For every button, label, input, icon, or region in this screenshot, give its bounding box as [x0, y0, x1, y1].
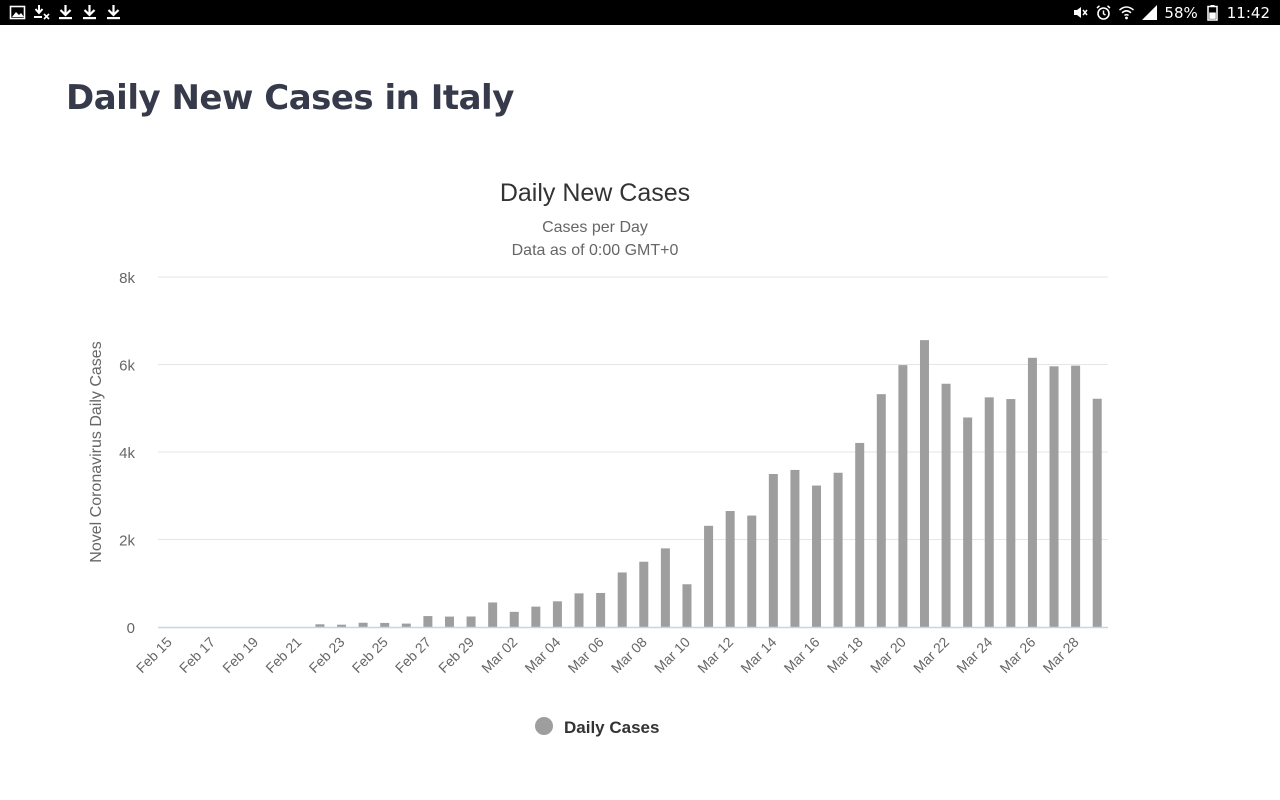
x-tick-label: Mar 14 — [737, 634, 779, 676]
bar[interactable] — [552, 601, 562, 627]
bar[interactable] — [660, 548, 670, 627]
bar[interactable] — [466, 616, 476, 628]
x-tick-label: Mar 24 — [953, 634, 995, 676]
bar[interactable] — [747, 515, 757, 627]
bar[interactable] — [315, 624, 325, 627]
clock: 11:42 — [1226, 3, 1270, 22]
bar[interactable] — [833, 472, 843, 627]
bar[interactable] — [401, 623, 411, 627]
legend[interactable]: Daily Cases — [535, 717, 659, 737]
alarm-icon — [1095, 4, 1112, 21]
bar[interactable] — [358, 622, 368, 627]
download-icon — [57, 4, 74, 21]
chart-subtitle-date: Data as of 0:00 GMT+0 — [512, 242, 679, 259]
wifi-icon — [1118, 4, 1135, 21]
download-icon — [81, 4, 98, 21]
x-tick-label: Mar 20 — [867, 634, 909, 676]
chart-subtitle: Cases per Day — [542, 219, 648, 236]
y-tick-label: 6k — [119, 358, 135, 375]
bar[interactable] — [596, 592, 606, 627]
bar[interactable] — [919, 340, 929, 627]
bar[interactable] — [984, 397, 994, 627]
legend-marker — [535, 717, 553, 735]
bar[interactable] — [1071, 365, 1081, 627]
bar[interactable] — [423, 616, 433, 627]
bar[interactable] — [488, 602, 498, 627]
y-axis-labels: 0 2k 4k 6k 8k — [119, 270, 135, 637]
y-tick-label: 0 — [127, 620, 135, 637]
x-tick-label: Feb 19 — [219, 634, 261, 676]
x-tick-label: Feb 23 — [306, 634, 348, 676]
bar[interactable] — [444, 616, 454, 627]
x-tick-label: Feb 27 — [392, 634, 434, 676]
chart-title: Daily New Cases — [500, 179, 690, 207]
bar[interactable] — [574, 593, 584, 627]
status-bar-system: 58% 11:42 — [1072, 4, 1280, 22]
bar[interactable] — [855, 442, 865, 627]
bar[interactable] — [1006, 399, 1016, 627]
y-tick-label: 4k — [119, 445, 135, 462]
bars — [315, 340, 1102, 628]
page-title: Daily New Cases in Italy — [66, 78, 514, 118]
x-tick-label: Feb 15 — [133, 634, 175, 676]
bar[interactable] — [963, 417, 973, 627]
x-tick-label: Feb 17 — [176, 634, 218, 676]
x-tick-label: Feb 29 — [435, 634, 477, 676]
bar[interactable] — [617, 572, 627, 627]
x-tick-label: Mar 18 — [824, 634, 866, 676]
bar[interactable] — [725, 511, 735, 627]
x-tick-label: Mar 12 — [694, 634, 736, 676]
bar[interactable] — [337, 624, 347, 627]
bar[interactable] — [1092, 398, 1102, 627]
x-tick-label: Mar 28 — [1040, 634, 1082, 676]
bar[interactable] — [898, 365, 908, 627]
status-bar-notifications — [0, 4, 122, 21]
bar[interactable] — [682, 584, 692, 627]
download-cancel-icon — [33, 4, 50, 21]
bar[interactable] — [509, 611, 519, 627]
x-tick-label: Mar 10 — [651, 634, 693, 676]
x-tick-label: Mar 02 — [478, 634, 520, 676]
image-icon — [9, 4, 26, 21]
y-axis-title: Novel Coronavirus Daily Cases — [88, 341, 105, 562]
signal-icon — [1141, 4, 1158, 21]
bar[interactable] — [531, 606, 541, 627]
x-tick-label: Mar 08 — [608, 634, 650, 676]
x-tick-label: Mar 04 — [521, 634, 563, 676]
bar[interactable] — [1027, 357, 1037, 627]
x-tick-label: Mar 26 — [996, 634, 1038, 676]
bar[interactable] — [639, 561, 649, 627]
bar[interactable] — [768, 474, 778, 627]
legend-label: Daily Cases — [564, 718, 659, 737]
x-tick-label: Mar 06 — [565, 634, 607, 676]
y-tick-label: 2k — [119, 533, 135, 550]
bar[interactable] — [380, 622, 390, 627]
x-tick-label: Feb 25 — [349, 634, 391, 676]
bar[interactable] — [941, 383, 951, 627]
bar[interactable] — [704, 525, 714, 627]
bar[interactable] — [812, 485, 822, 627]
battery-icon — [1204, 4, 1221, 21]
bar[interactable] — [876, 394, 886, 627]
x-tick-label: Mar 16 — [781, 634, 823, 676]
x-tick-label: Feb 21 — [262, 634, 304, 676]
battery-level: 58% — [1164, 3, 1198, 22]
status-bar: 58% 11:42 — [0, 0, 1280, 25]
x-axis-labels: Feb 15 Feb 17 Feb 19 Feb 21 Feb 23 Feb 25 Feb … — [133, 634, 1082, 676]
y-tick-label: 8k — [119, 270, 135, 287]
bar[interactable] — [1049, 366, 1059, 627]
x-tick-label: Mar 22 — [910, 634, 952, 676]
bar[interactable] — [790, 469, 800, 627]
download-icon — [105, 4, 122, 21]
mute-icon — [1072, 4, 1089, 21]
